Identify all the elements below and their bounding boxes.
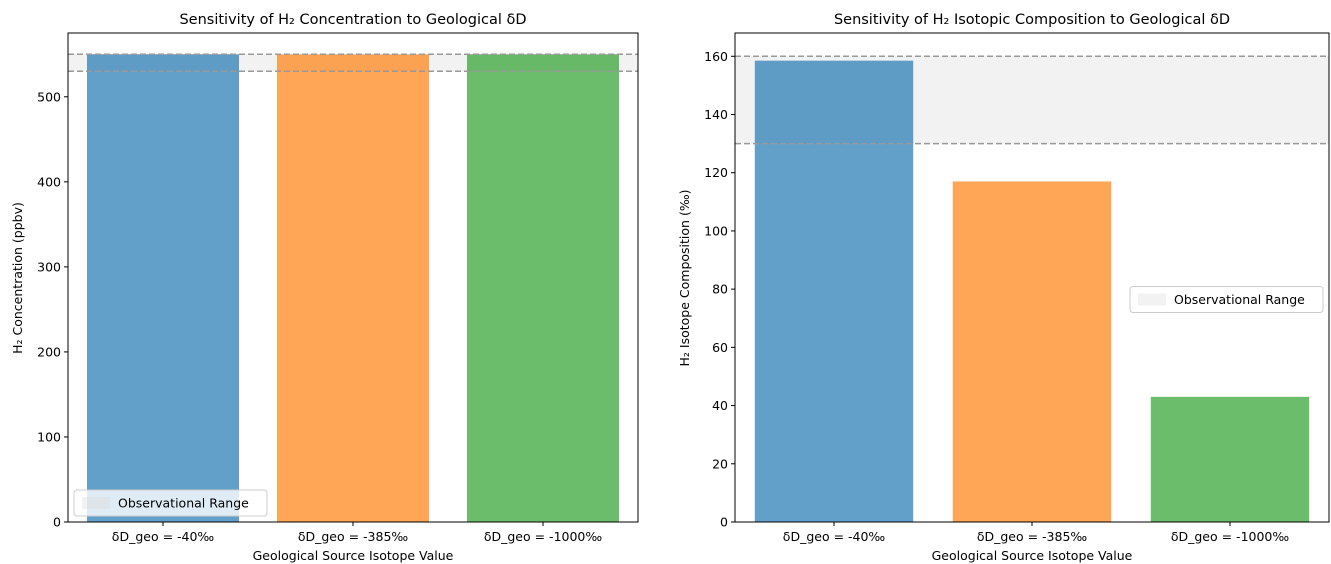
chart-left-legend-label: Observational Range: [118, 496, 249, 511]
chart-right: Sensitivity of H₂ Isotopic Composition t…: [677, 12, 1330, 563]
chart-right-legend-swatch: [1138, 293, 1166, 306]
chart-right-ytick-label: 60: [712, 340, 728, 355]
chart-left-legend-swatch: [82, 497, 110, 509]
chart-left-ytick-label: 100: [37, 429, 61, 444]
chart-left-xlabel: Geological Source Isotope Value: [253, 548, 454, 563]
chart-left-bar-1: [87, 54, 239, 523]
chart-right-ytick-label: 100: [704, 223, 728, 238]
chart-left-ylabel: H₂ Concentration (ppbv): [10, 202, 25, 354]
chart-left: Sensitivity of H₂ Concentration to Geolo…: [10, 12, 639, 563]
chart-right-legend-label: Observational Range: [1174, 292, 1305, 307]
chart-left-xtick-label: δD_geo = -40‰: [112, 529, 215, 544]
chart-left-ytick-label: 0: [53, 515, 61, 530]
chart-right-legend-box: [1129, 286, 1324, 314]
chart-right-ytick-label: 80: [712, 282, 728, 297]
chart-right-xtick-label: δD_geo = -385‰: [977, 529, 1088, 544]
chart-left-ytick-label: 200: [37, 344, 61, 359]
chart-right-bar-3: [1150, 396, 1310, 522]
chart-left-xtick-label: δD_geo = -1000‰: [484, 529, 603, 544]
chart-right-bar-2: [952, 181, 1112, 523]
chart-right-ytick-label: 40: [712, 398, 728, 413]
chart-left-xtick-label: δD_geo = -385‰: [298, 529, 409, 544]
chart-right-xtick-label: δD_geo = -1000‰: [1171, 529, 1290, 544]
chart-right-ylabel: H₂ Isotope Composition (‰): [677, 190, 692, 367]
chart-left-ytick-label: 300: [37, 259, 61, 274]
chart-right-xlabel: Geological Source Isotope Value: [932, 548, 1133, 563]
chart-left-bar-2: [277, 54, 429, 523]
chart-right-ytick-label: 20: [712, 456, 728, 471]
chart-left-ytick-label: 500: [37, 89, 61, 104]
chart-left-ytick-label: 400: [37, 174, 61, 189]
chart-right-ytick-label: 120: [704, 165, 728, 180]
chart-left-bar-3: [467, 54, 619, 523]
chart-right-ytick-label: 140: [704, 107, 728, 122]
chart-right-xtick-label: δD_geo = -40‰: [783, 529, 886, 544]
chart-right-bar-1: [754, 60, 914, 522]
chart-left-title: Sensitivity of H₂ Concentration to Geolo…: [179, 12, 526, 28]
chart-right-ytick-label: 0: [720, 515, 728, 530]
chart-left-legend-box: [73, 489, 268, 517]
chart-right-title: Sensitivity of H₂ Isotopic Composition t…: [834, 12, 1230, 28]
chart-right-ytick-label: 160: [704, 49, 728, 64]
